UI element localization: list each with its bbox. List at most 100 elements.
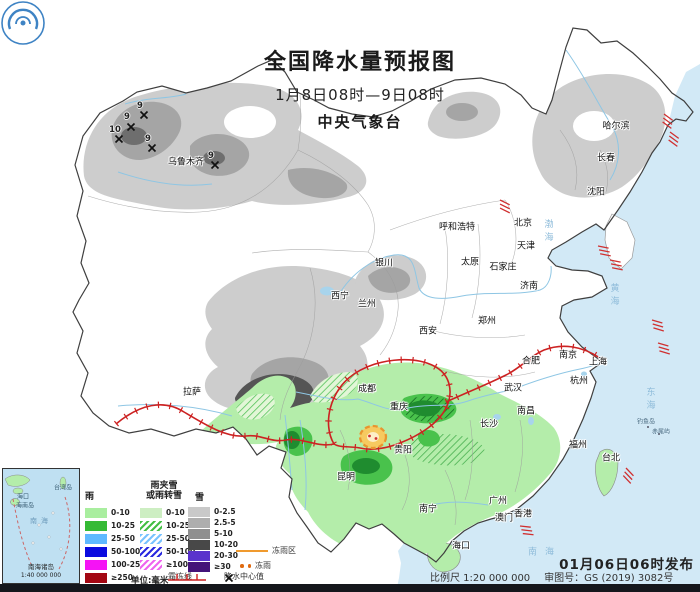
island-label-chiwei: 赤尾屿	[651, 428, 671, 436]
map-header: 全国降水量预报图 1月8日08时—9日08时 中央气象台	[210, 44, 510, 132]
city-label-haikou: 海口	[451, 541, 471, 552]
legend-range: 5-10	[214, 529, 233, 539]
approval-number: 审图号：GS (2019) 3082号	[544, 573, 674, 584]
legend-item: 10-25	[85, 521, 135, 531]
legend-range: ≥30	[214, 562, 231, 572]
precip-center-value: 9	[145, 133, 151, 144]
issue-time: 01月06日06时发布	[559, 557, 694, 573]
legend-symbol-label: 冻雨区	[272, 546, 296, 555]
island-dots	[647, 426, 660, 435]
legend-swatch	[85, 560, 107, 570]
inset-scale: 1:40 000 000	[20, 572, 62, 579]
legend-swatch	[188, 529, 210, 539]
inset-label-taiwan: 台湾岛	[53, 484, 73, 492]
legend-item: ≥250	[85, 573, 133, 583]
inset-sea-label: 南海	[30, 517, 52, 525]
sea-label-bohai: 渤海	[542, 219, 553, 245]
legend-swatch	[188, 518, 210, 528]
forecast-period: 1月8日08时—9日08时	[275, 86, 445, 104]
south-china-sea-inset: 台湾岛 海口 海南岛 南海 南海诸岛 1:40 000 000	[2, 468, 80, 584]
province-borders	[87, 94, 608, 526]
sea-label-south-china-sea: 南海	[527, 547, 563, 558]
city-label-beijing: 北京	[513, 218, 533, 229]
taiwan-island	[595, 449, 619, 497]
legend-swatch	[85, 521, 107, 531]
city-label-shanghai: 上海	[588, 357, 608, 368]
bottom-bar	[0, 584, 700, 592]
city-label-nanning: 南宁	[418, 504, 438, 515]
legend-swatch	[85, 573, 107, 583]
legend-sleet-title-line1: 雨夹雪	[150, 481, 178, 491]
freezing-rain-dot-icon	[240, 564, 244, 568]
city-label-jinan: 济南	[519, 281, 539, 292]
legend-range: 50-100	[166, 547, 196, 557]
legend-item: 2.5-5	[188, 518, 236, 528]
city-label-shenyang: 沈阳	[586, 187, 606, 198]
city-label-guiyang: 贵阳	[393, 445, 413, 456]
legend-freezing-rain-area: 冻雨区	[236, 547, 296, 555]
legend-precip-center: 降水中心值	[224, 572, 264, 583]
city-label-taiyuan: 太原	[460, 257, 480, 268]
city-label-hohhot: 呼和浩特	[438, 222, 476, 233]
legend-swatch	[85, 547, 107, 557]
city-label-taipei: 台北	[601, 453, 621, 464]
legend-item: 50-100	[140, 547, 195, 557]
map-scale: 比例尺 1:20 000 000	[430, 573, 531, 584]
agency-name: 中央气象台	[317, 113, 403, 131]
city-label-chongqing: 重庆	[389, 402, 409, 413]
rain-areas	[200, 362, 561, 558]
legend-symbol-label: 冻雨	[255, 561, 271, 570]
legend-symbol-label: 降水中心值	[224, 572, 264, 581]
legend-sleet-title-line2: 或雨转雪	[146, 491, 183, 502]
city-label-urumqi: 乌鲁木齐	[167, 157, 205, 168]
city-label-hongkong: 香港	[513, 509, 533, 520]
sea-area	[396, 64, 700, 592]
inset-map-canvas	[4, 474, 71, 570]
legend-swatch	[188, 562, 210, 572]
city-label-xining: 西宁	[330, 291, 350, 302]
cma-logo-icon	[1, 1, 45, 45]
legend-item: 20-30	[188, 551, 238, 561]
legend-swatch	[140, 521, 162, 531]
city-label-zhengzhou: 郑州	[477, 316, 497, 327]
legend-sleet-title: 雨夹雪 或雨转雪	[146, 481, 182, 502]
legend-swatch	[140, 547, 162, 557]
footer-meta: 比例尺 1:20 000 000 审图号：GS (2019) 3082号	[430, 569, 673, 584]
precip-center-value: 9	[208, 150, 214, 161]
frost-line-icon	[168, 574, 206, 581]
freezing-rain-dot-icon	[247, 564, 251, 568]
legend-item: ≥30	[188, 562, 231, 572]
legend-item: 100-250	[85, 560, 145, 570]
legend-symbol-label: 霜冻线	[168, 572, 192, 581]
legend-swatch	[85, 534, 107, 544]
city-label-fuzhou: 福州	[568, 440, 588, 451]
legend-item: 0-10	[140, 508, 185, 518]
legend-range: 10-25	[166, 521, 190, 531]
legend-freezing-rain: 冻雨	[240, 562, 271, 570]
city-label-changchun: 长春	[596, 153, 616, 164]
legend-range: 2.5-5	[214, 518, 236, 528]
legend-item: 25-50	[85, 534, 135, 544]
island-label-diaoyu: 钓鱼岛	[636, 418, 656, 426]
sea-label-east-china-sea: 东海	[644, 387, 655, 413]
legend-swatch	[85, 508, 107, 518]
legend-swatch	[140, 534, 162, 544]
precip-center-icon	[224, 573, 234, 583]
legend-range: 0-2.5	[214, 507, 236, 517]
legend-range: 10-20	[214, 540, 238, 550]
city-label-lhasa: 拉萨	[182, 387, 202, 398]
city-label-guangzhou: 广州	[488, 496, 508, 507]
city-label-nanjing: 南京	[558, 350, 578, 361]
legend-frost-line: 霜冻线	[168, 572, 206, 581]
legend-range: 10-25	[111, 521, 135, 531]
city-label-shijiazhuang: 石家庄	[489, 262, 517, 273]
city-label-harbin: 哈尔滨	[602, 121, 630, 132]
legend-item: 10-25	[140, 521, 190, 531]
inset-title: 南海诸岛	[28, 563, 54, 571]
city-label-xian: 西安	[418, 326, 438, 337]
legend-range: 25-50	[166, 534, 190, 544]
city-label-changsha: 长沙	[479, 419, 499, 430]
legend-snow-title: 雪	[195, 493, 205, 503]
legend-item: 0-2.5	[188, 507, 236, 517]
